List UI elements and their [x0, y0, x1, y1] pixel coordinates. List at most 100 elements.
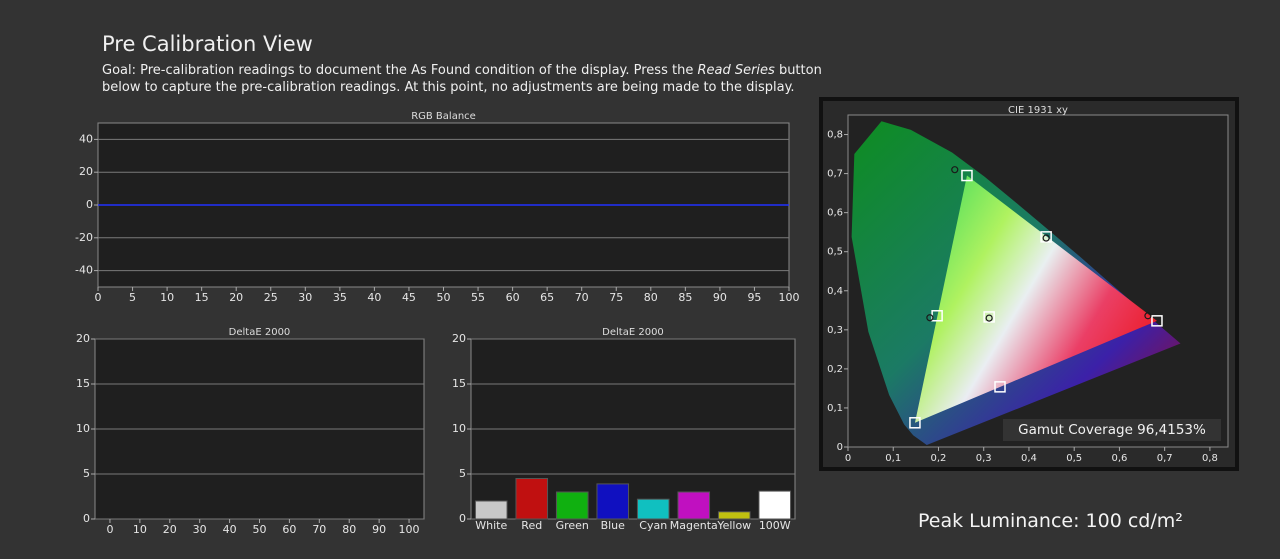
measured-point — [985, 314, 993, 322]
x-tick-label: Cyan — [639, 519, 667, 532]
x-tick-label: 0,2 — [931, 453, 947, 464]
x-tick-label: Magenta — [670, 519, 718, 532]
x-tick-label: White — [475, 519, 507, 532]
x-tick-label: 0,7 — [1157, 453, 1173, 464]
y-tick-label: 0 — [86, 198, 93, 211]
y-tick-label: 40 — [79, 132, 93, 145]
chart-title: RGB Balance — [411, 111, 476, 122]
x-tick-label: 10 — [133, 523, 147, 536]
y-tick-label: 0 — [459, 512, 466, 525]
page-title: Pre Calibration View — [102, 32, 313, 56]
y-tick-label: 0,1 — [827, 403, 843, 414]
measured-point — [1144, 312, 1152, 320]
x-tick-label: 60 — [506, 291, 520, 304]
x-tick-label: 10 — [160, 291, 174, 304]
x-tick-label: 55 — [471, 291, 485, 304]
x-tick-label: 65 — [540, 291, 554, 304]
x-tick-label: 0,5 — [1066, 453, 1082, 464]
x-tick-label: 40 — [223, 523, 237, 536]
x-tick-label: 50 — [437, 291, 451, 304]
x-tick-label: 15 — [195, 291, 209, 304]
x-tick-label: 20 — [229, 291, 243, 304]
target-point — [1040, 231, 1052, 243]
bar — [636, 498, 670, 520]
x-tick-label: 25 — [264, 291, 278, 304]
x-tick-label: 75 — [609, 291, 623, 304]
x-tick-label: 85 — [678, 291, 692, 304]
x-tick-label: 80 — [342, 523, 356, 536]
x-tick-label: 30 — [298, 291, 312, 304]
x-tick-label: 100W — [759, 519, 791, 532]
x-tick-label: 0,6 — [1111, 453, 1127, 464]
x-tick-label: 30 — [193, 523, 207, 536]
y-tick-label: 15 — [452, 377, 466, 390]
x-tick-label: Green — [556, 519, 589, 532]
x-tick-label: 20 — [163, 523, 177, 536]
bar — [515, 478, 549, 520]
x-tick-label: 0 — [845, 453, 851, 464]
target-point — [961, 169, 973, 182]
x-tick-label: 40 — [367, 291, 381, 304]
x-tick-label: 70 — [312, 523, 326, 536]
x-tick-label: Yellow — [716, 519, 751, 532]
measured-point — [951, 166, 959, 174]
y-tick-label: 20 — [76, 332, 90, 345]
x-tick-label: Blue — [601, 519, 626, 532]
bar — [596, 483, 630, 520]
x-tick-label: 0 — [95, 291, 102, 304]
goal-text: Goal: Pre-calibration readings to docume… — [102, 62, 862, 96]
x-tick-label: 90 — [713, 291, 727, 304]
y-tick-label: 5 — [83, 467, 90, 480]
x-tick-label: 35 — [333, 291, 347, 304]
x-tick-label: 0,3 — [976, 453, 992, 464]
x-tick-label: 0,1 — [885, 453, 901, 464]
y-tick-label: 10 — [452, 422, 466, 435]
x-tick-label: 70 — [575, 291, 589, 304]
target-point — [1151, 315, 1163, 327]
y-tick-label: -20 — [75, 231, 93, 244]
y-tick-label: 0,3 — [827, 325, 843, 336]
bar — [474, 500, 508, 520]
goal-text: button below to capture the pre-calibrat… — [102, 63, 822, 95]
y-tick-label: 0,5 — [827, 247, 843, 258]
x-tick-label: 50 — [253, 523, 267, 536]
y-tick-label: 20 — [452, 332, 466, 345]
x-tick-label: 5 — [129, 291, 136, 304]
y-tick-label: 0,4 — [827, 286, 843, 297]
goal-emphasis: Read Series — [697, 63, 775, 78]
x-tick-label: 90 — [372, 523, 386, 536]
x-tick-label: 95 — [747, 291, 761, 304]
chart-title: CIE 1931 xy — [1008, 105, 1068, 116]
y-tick-label: 10 — [76, 422, 90, 435]
x-tick-label: 0,4 — [1021, 453, 1037, 464]
goal-text: Goal: Pre-calibration readings to docume… — [102, 63, 698, 78]
x-tick-label: 0 — [106, 523, 113, 536]
y-tick-label: 0 — [83, 512, 90, 525]
x-tick-label: 100 — [399, 523, 420, 536]
x-tick-label: Red — [521, 519, 542, 532]
target-point — [994, 381, 1006, 393]
x-tick-label: 60 — [282, 523, 296, 536]
x-tick-label: 45 — [402, 291, 416, 304]
y-tick-label: 20 — [79, 165, 93, 178]
y-tick-label: 0,7 — [827, 169, 843, 180]
x-tick-label: 0,8 — [1202, 453, 1218, 464]
bar — [758, 490, 792, 520]
y-tick-label: 15 — [76, 377, 90, 390]
bar — [717, 511, 751, 520]
bar — [677, 491, 711, 520]
measured-point — [926, 314, 934, 322]
peak-luminance: Peak Luminance: 100 cd/m² — [918, 510, 1183, 532]
y-tick-label: 5 — [459, 467, 466, 480]
y-tick-label: 0,6 — [827, 208, 843, 219]
chart-title: DeltaE 2000 — [602, 327, 664, 338]
y-tick-label: 0 — [837, 442, 843, 453]
target-point — [909, 417, 921, 429]
bar — [555, 491, 589, 520]
gamut-triangle — [914, 175, 1157, 423]
y-tick-label: -40 — [75, 264, 93, 277]
target-point — [983, 311, 995, 323]
gamut-coverage: Gamut Coverage 96,4153% — [1018, 422, 1206, 438]
